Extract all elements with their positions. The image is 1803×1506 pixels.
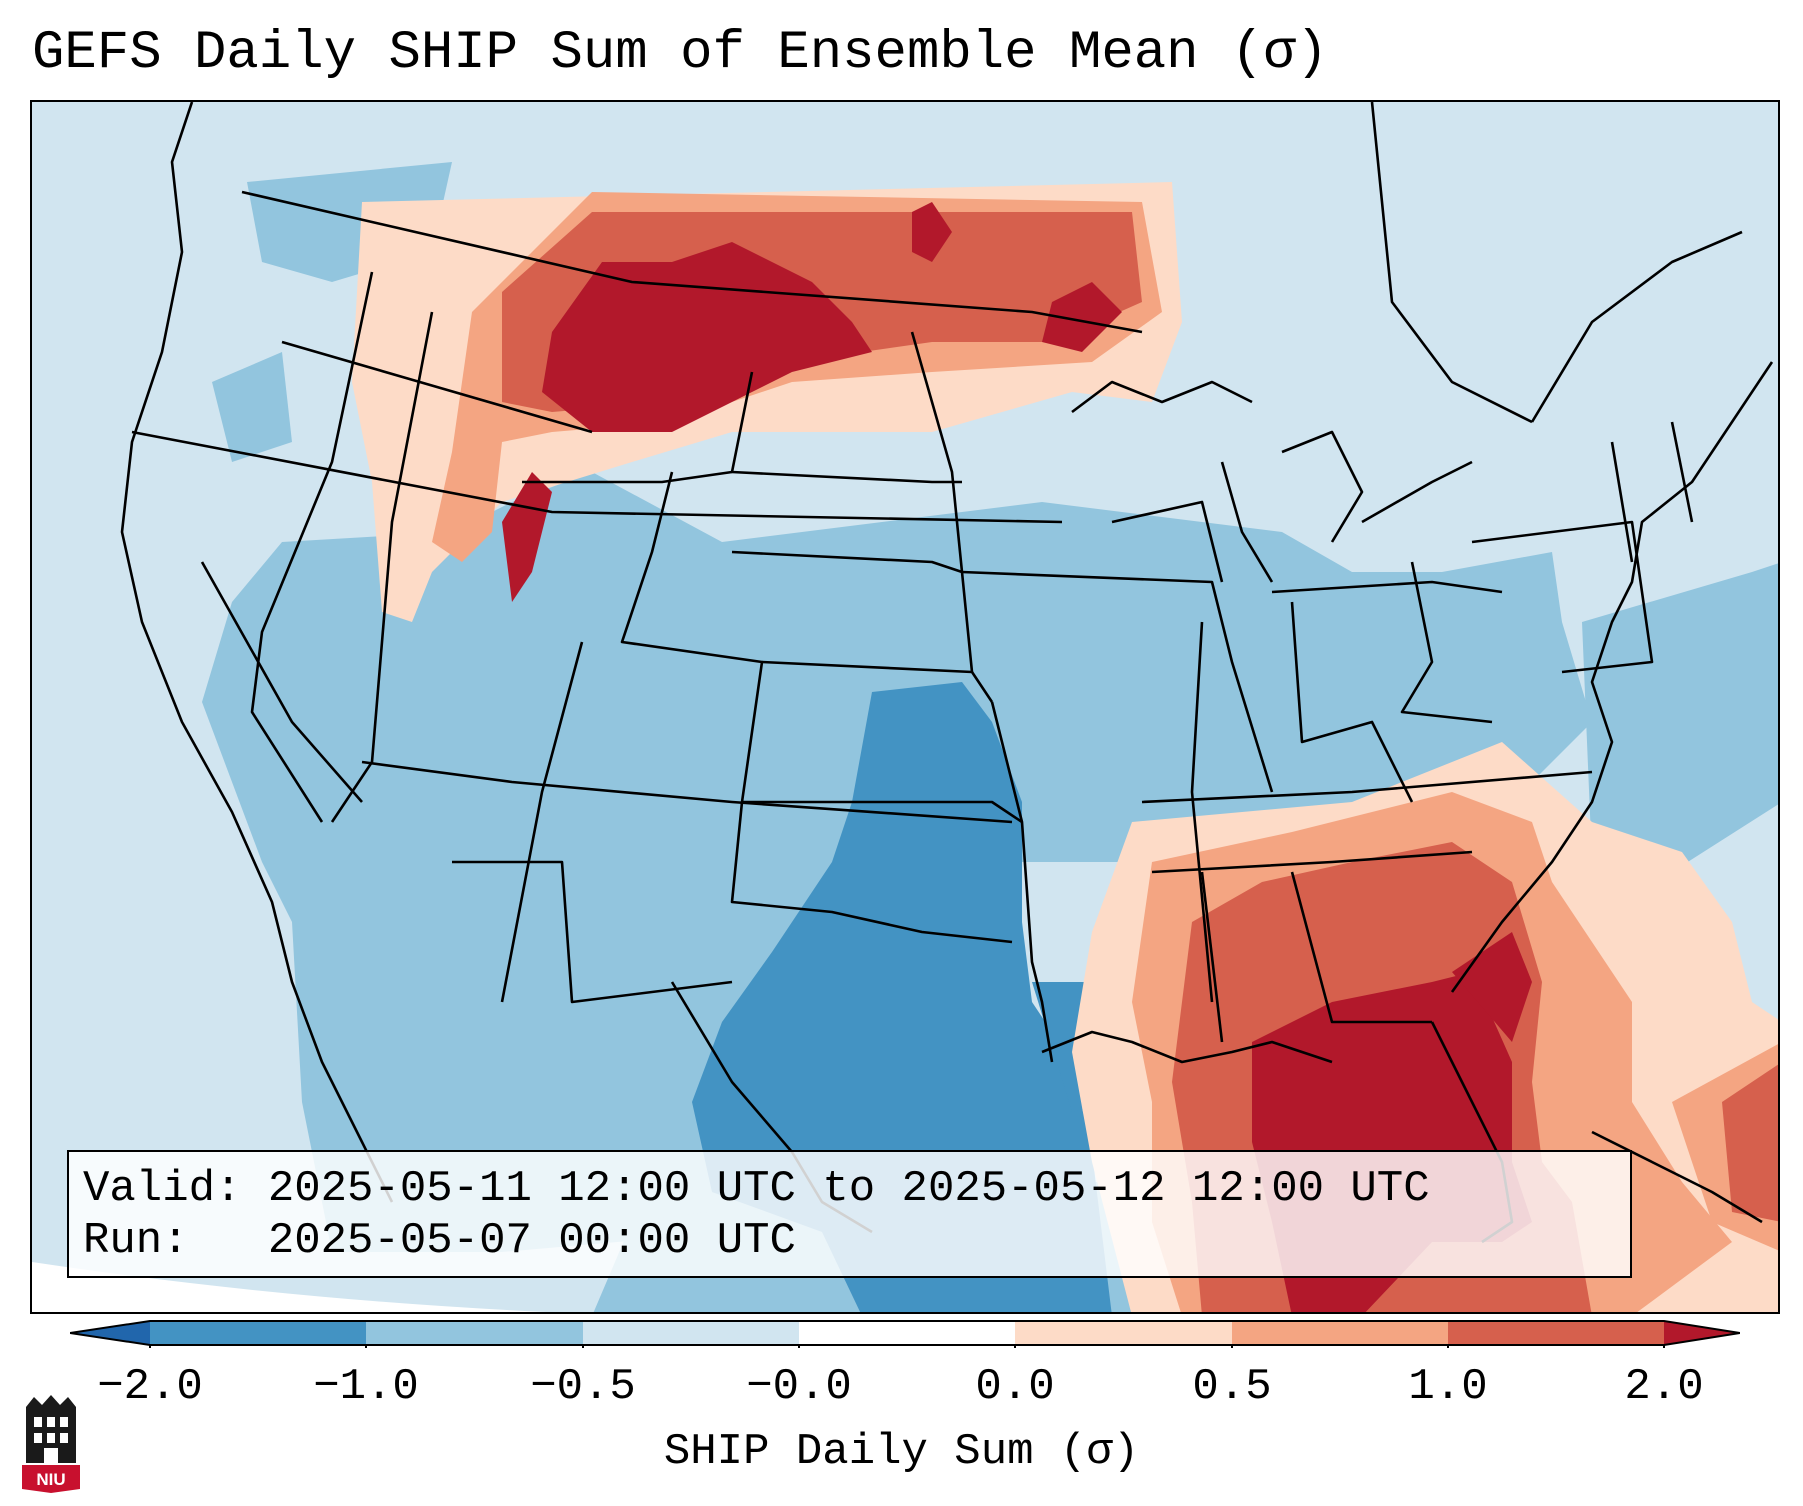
colorbar-bin [1448, 1321, 1664, 1345]
domain-edge [32, 1262, 547, 1312]
colorbar-under-arrow [70, 1321, 150, 1345]
niu-logo-icon: NIU [22, 1395, 80, 1493]
run-time-text: Run: 2025-05-07 00:00 UTC [83, 1216, 796, 1266]
colorbar-tick-label: −1.0 [313, 1362, 419, 1412]
colorbar-bin [799, 1321, 1015, 1345]
colorbar-tick-label: 2.0 [1624, 1362, 1704, 1412]
colorbar-bin [583, 1321, 799, 1345]
colorbar-over-arrow [1664, 1321, 1740, 1345]
valid-time-text: Valid: 2025-05-11 12:00 UTC to 2025-05-1… [83, 1164, 1430, 1214]
east-coast [1450, 361, 1774, 993]
svg-text:NIU: NIU [36, 1470, 65, 1489]
colorbar-bin [366, 1321, 583, 1345]
colorbar-bin [1232, 1321, 1448, 1345]
colorbar-bin [1015, 1321, 1232, 1345]
colorbar-ticks [149, 1345, 1665, 1348]
colorbar [70, 1320, 1740, 1348]
chart-title: GEFS Daily SHIP Sum of Ensemble Mean (σ) [32, 23, 1329, 84]
borders [120, 102, 1774, 1244]
colorbar-bin [150, 1321, 366, 1345]
colorbar-tick-label: 0.0 [975, 1362, 1055, 1412]
colorbar-label: SHIP Daily Sum (σ) [663, 1427, 1140, 1477]
colorbar-tick-label: −0.0 [746, 1362, 852, 1412]
anomaly-map [32, 102, 1778, 1312]
colorbar-tick-label: −2.0 [97, 1362, 203, 1412]
colorbar-tick-label: 1.0 [1408, 1362, 1488, 1412]
colorbar-tick-label: −0.5 [530, 1362, 636, 1412]
gulf-coast [1041, 1030, 1333, 1064]
map-panel [30, 100, 1780, 1314]
colorbar-tick-label: 0.5 [1192, 1362, 1272, 1412]
canada-border [241, 190, 1143, 334]
validity-info-box: Valid: 2025-05-11 12:00 UTC to 2025-05-1… [67, 1150, 1632, 1278]
west-coastline [120, 102, 394, 1203]
